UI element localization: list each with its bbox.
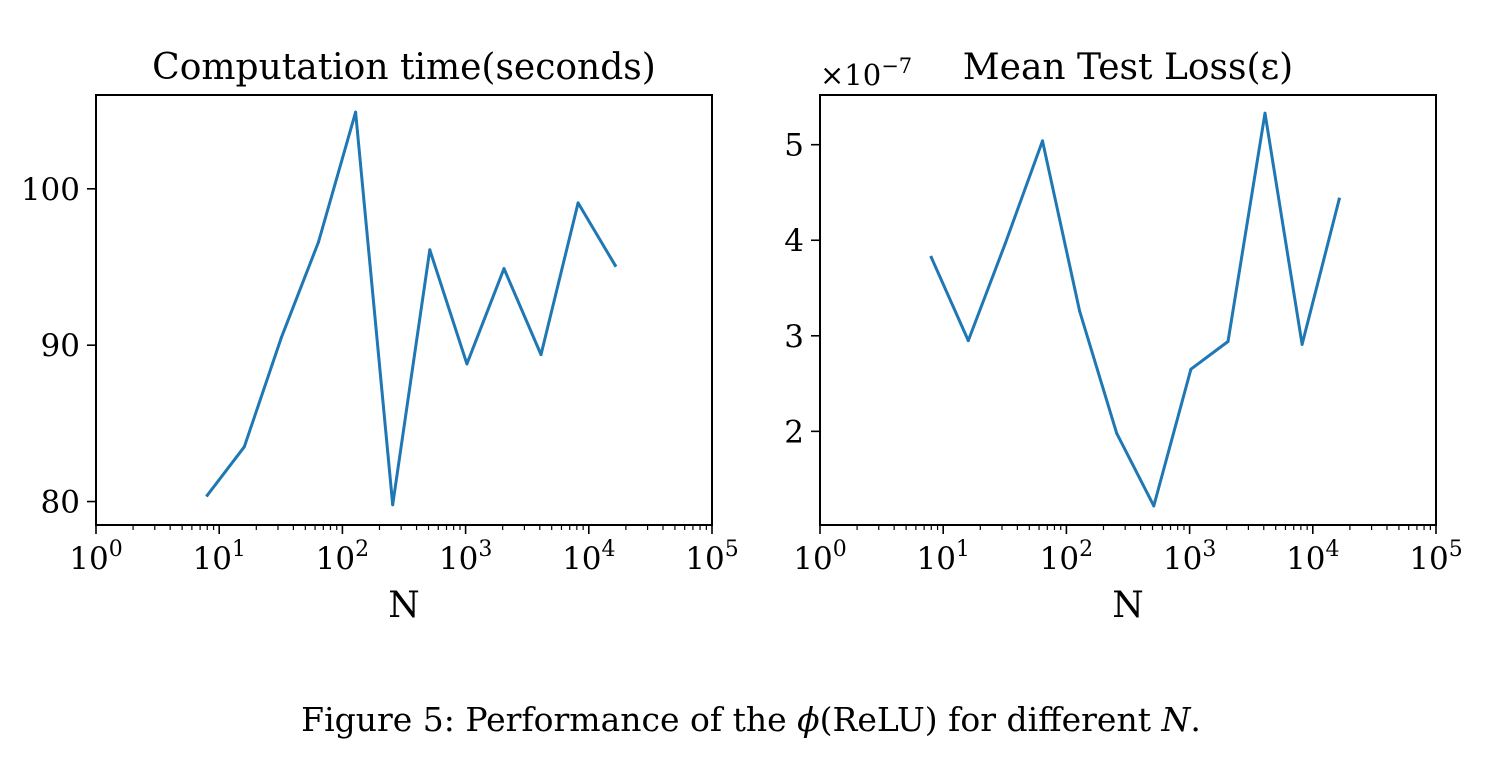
data-point: [1337, 197, 1341, 201]
x-tick-label: 103: [1163, 537, 1216, 577]
x-tick-label: 105: [1409, 537, 1462, 577]
x-tick-label: 100: [793, 537, 846, 577]
data-point: [1226, 340, 1230, 343]
data-point: [539, 353, 543, 357]
figure-caption: Figure 5: Performance of the ϕ(ReLU) for…: [0, 700, 1502, 739]
caption-middle: (ReLU) for different: [819, 700, 1162, 739]
data-point: [929, 255, 933, 259]
data-point: [279, 335, 283, 339]
x-tick-label: 102: [316, 537, 369, 577]
y-tick-label: 90: [41, 328, 80, 364]
chart-title: Mean Test Loss(ε): [963, 47, 1293, 88]
chart-title: Computation time(seconds): [152, 47, 656, 88]
caption-var: N: [1161, 700, 1191, 739]
series-line: [929, 111, 1342, 508]
data-point: [576, 201, 580, 205]
axes-frame: [819, 94, 1437, 526]
data-point: [317, 240, 320, 244]
axes-frame: [95, 94, 713, 526]
data-point: [1041, 139, 1044, 143]
data-point: [1003, 241, 1007, 245]
series-line: [205, 110, 618, 507]
x-tick-label: 104: [1286, 537, 1339, 577]
y-tick-label: 100: [21, 172, 80, 208]
y-scale-factor: ×10−7: [820, 54, 912, 92]
data-point: [205, 493, 209, 497]
computation-time-chart: 100 101 102 103 104 105 80 90 100 Computation tim…: [21, 47, 739, 626]
x-axis-label: N: [388, 585, 420, 626]
data-point: [1115, 431, 1119, 435]
x-tick-label: 103: [439, 537, 492, 577]
y-tick-label: 2: [784, 414, 804, 450]
x-tick-label: 104: [562, 537, 615, 577]
data-point: [502, 267, 506, 271]
mean-test-loss-chart: 100 101 102 103 104 105 2 3 4 5 Mean Test Loss(ε) N…: [784, 47, 1462, 626]
y-tick-label: 3: [784, 319, 804, 355]
x-tick-label: 105: [685, 537, 738, 577]
data-point: [1152, 504, 1156, 508]
caption-prefix: Figure 5: Performance of the: [301, 700, 798, 739]
x-tick-label: 101: [916, 537, 969, 577]
data-point: [465, 362, 469, 366]
y-tick-label: 5: [784, 128, 804, 164]
data-point: [1078, 309, 1082, 313]
x-axis-label: N: [1112, 585, 1144, 626]
data-point: [354, 110, 358, 114]
data-point: [1300, 342, 1304, 346]
caption-phi: ϕ: [797, 700, 820, 739]
data-point: [1263, 111, 1267, 115]
x-tick-label: 101: [192, 537, 245, 577]
data-point: [966, 339, 970, 343]
data-point: [242, 445, 246, 449]
data-point: [613, 263, 617, 267]
y-tick-label: 80: [41, 485, 80, 521]
y-tick-label: 4: [784, 223, 804, 259]
data-point: [1189, 367, 1193, 371]
x-tick-label: 102: [1040, 537, 1093, 577]
caption-suffix: .: [1190, 700, 1201, 739]
data-point: [428, 248, 432, 252]
data-point: [391, 503, 395, 507]
x-tick-label: 100: [69, 537, 122, 577]
